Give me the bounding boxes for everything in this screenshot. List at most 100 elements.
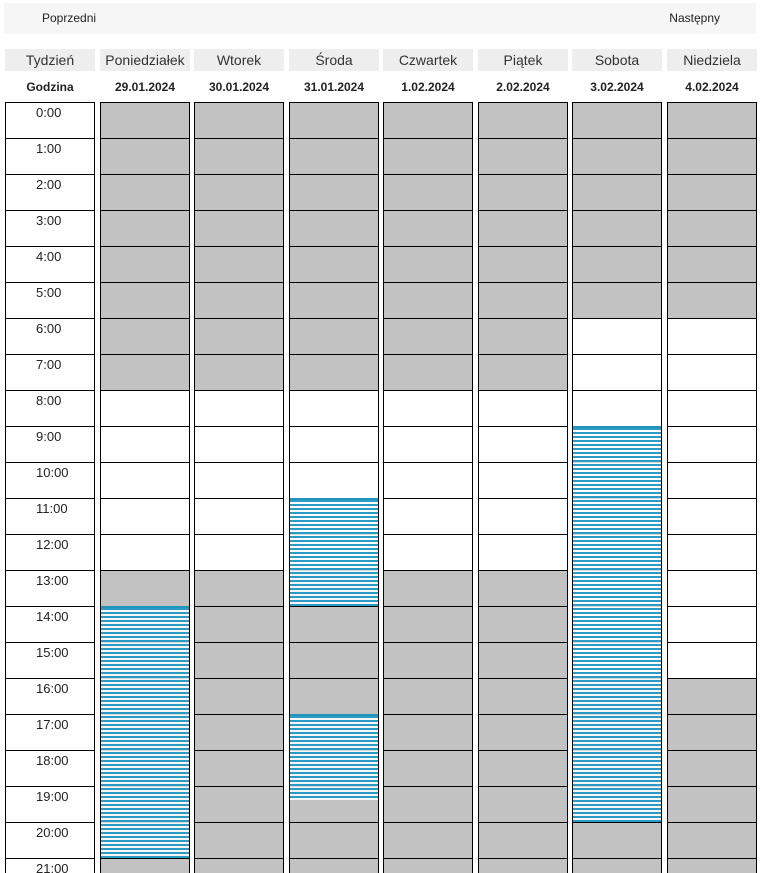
hour-label: 8:00	[6, 390, 94, 426]
available-slot[interactable]	[384, 534, 472, 570]
hour-label: 7:00	[6, 354, 94, 390]
day-date-header: 2.02.2024	[496, 80, 550, 94]
available-slot[interactable]	[479, 498, 567, 534]
available-slot[interactable]	[195, 498, 283, 534]
available-slot[interactable]	[479, 534, 567, 570]
unavailable-slot	[479, 354, 567, 390]
available-slot[interactable]	[384, 462, 472, 498]
available-slot[interactable]	[101, 498, 189, 534]
unavailable-slot	[195, 138, 283, 174]
previous-week-button[interactable]: Poprzedni	[42, 11, 97, 25]
unavailable-slot	[101, 318, 189, 354]
available-slot[interactable]	[195, 534, 283, 570]
unavailable-slot	[195, 318, 283, 354]
hour-label: 15:00	[6, 642, 94, 678]
day-date-header: 1.02.2024	[401, 80, 455, 94]
unavailable-slot	[573, 138, 661, 174]
unavailable-slot	[290, 642, 378, 678]
available-slot[interactable]	[195, 390, 283, 426]
available-slot[interactable]	[101, 462, 189, 498]
hour-label: 19:00	[6, 786, 94, 822]
available-slot[interactable]	[668, 354, 756, 390]
unavailable-slot	[290, 354, 378, 390]
available-slot[interactable]	[479, 390, 567, 426]
unavailable-slot	[195, 210, 283, 246]
available-slot[interactable]	[573, 318, 661, 354]
booking-block[interactable]	[290, 714, 378, 801]
available-slot[interactable]	[573, 390, 661, 426]
unavailable-slot	[479, 138, 567, 174]
booking-block[interactable]	[101, 606, 189, 858]
unavailable-slot	[384, 354, 472, 390]
available-slot[interactable]	[384, 390, 472, 426]
hour-column-header: Godzina	[26, 80, 74, 94]
available-slot[interactable]	[668, 570, 756, 606]
next-week-button[interactable]: Następny	[669, 11, 720, 25]
hour-label: 0:00	[6, 102, 94, 138]
unavailable-slot	[290, 678, 378, 714]
week-navigation-bar: Poprzedni Następny	[4, 3, 756, 34]
unavailable-slot	[290, 138, 378, 174]
available-slot[interactable]	[384, 426, 472, 462]
day-name-header: Niedziela	[667, 49, 757, 71]
available-slot[interactable]	[101, 426, 189, 462]
unavailable-slot	[668, 282, 756, 318]
booking-block[interactable]	[573, 426, 661, 822]
hour-label: 9:00	[6, 426, 94, 462]
unavailable-slot	[384, 786, 472, 822]
available-slot[interactable]	[573, 354, 661, 390]
available-slot[interactable]	[668, 606, 756, 642]
available-slot[interactable]	[479, 426, 567, 462]
available-slot[interactable]	[668, 426, 756, 462]
day-column	[478, 102, 568, 873]
day-date-header: 30.01.2024	[208, 80, 270, 94]
available-slot[interactable]	[195, 426, 283, 462]
unavailable-slot	[668, 102, 756, 138]
available-slot[interactable]	[668, 318, 756, 354]
unavailable-slot	[195, 570, 283, 606]
hour-label: 21:00	[6, 858, 94, 873]
day-name-header: Sobota	[572, 49, 662, 71]
available-slot[interactable]	[290, 390, 378, 426]
day-column	[100, 102, 190, 873]
unavailable-slot	[479, 174, 567, 210]
available-slot[interactable]	[668, 462, 756, 498]
available-slot[interactable]	[195, 462, 283, 498]
available-slot[interactable]	[668, 534, 756, 570]
day-name-header: Poniedziałek	[100, 49, 190, 71]
hour-label: 12:00	[6, 534, 94, 570]
day-column	[572, 102, 662, 873]
unavailable-slot	[573, 282, 661, 318]
unavailable-slot	[668, 678, 756, 714]
unavailable-slot	[101, 354, 189, 390]
unavailable-slot	[479, 570, 567, 606]
available-slot[interactable]	[668, 642, 756, 678]
unavailable-slot	[195, 750, 283, 786]
unavailable-slot	[479, 678, 567, 714]
available-slot[interactable]	[101, 534, 189, 570]
unavailable-slot	[479, 246, 567, 282]
unavailable-slot	[290, 246, 378, 282]
available-slot[interactable]	[668, 498, 756, 534]
available-slot[interactable]	[290, 426, 378, 462]
unavailable-slot	[384, 282, 472, 318]
available-slot[interactable]	[384, 498, 472, 534]
unavailable-slot	[668, 750, 756, 786]
day-name-header: Wtorek	[194, 49, 284, 71]
available-slot[interactable]	[668, 390, 756, 426]
available-slot[interactable]	[101, 390, 189, 426]
available-slot[interactable]	[479, 462, 567, 498]
unavailable-slot	[479, 822, 567, 858]
unavailable-slot	[384, 102, 472, 138]
unavailable-slot	[479, 102, 567, 138]
booking-block[interactable]	[290, 498, 378, 606]
unavailable-slot	[195, 174, 283, 210]
unavailable-slot	[290, 174, 378, 210]
unavailable-slot	[195, 354, 283, 390]
unavailable-slot	[479, 858, 567, 873]
unavailable-slot	[668, 174, 756, 210]
hour-column: 0:00 1:00 2:00 3:00 4:00 5:00 6:00 7:00 8:00 9:00…	[5, 102, 95, 873]
unavailable-slot	[290, 210, 378, 246]
available-slot[interactable]	[290, 462, 378, 498]
day-date-header: 4.02.2024	[685, 80, 739, 94]
